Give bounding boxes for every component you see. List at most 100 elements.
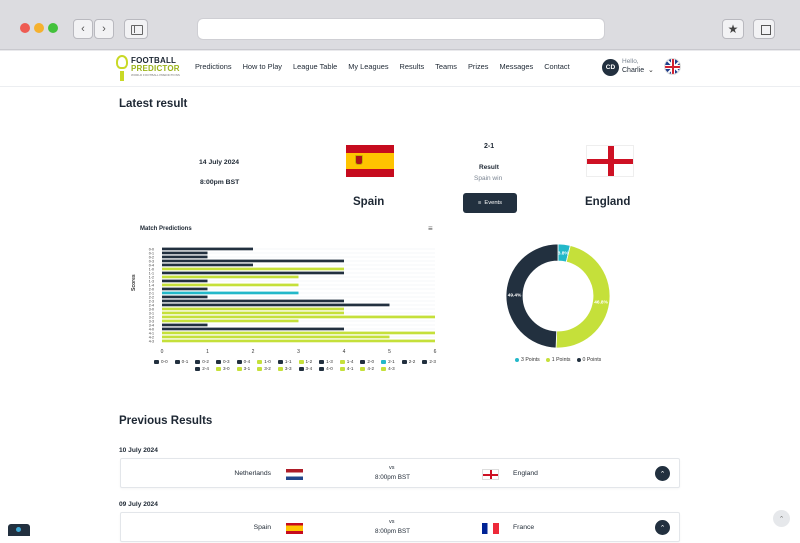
legend-label: 4-0: [326, 366, 333, 371]
legend-item[interactable]: 4-1: [339, 366, 353, 371]
hamburger-icon[interactable]: ≡: [428, 224, 433, 233]
avatar[interactable]: CD: [602, 59, 619, 76]
bar[interactable]: [162, 279, 208, 283]
y-tick-label: 1-0: [149, 267, 154, 271]
legend-item[interactable]: 3-3: [277, 366, 292, 371]
nav-item-my-leagues[interactable]: My Leagues: [348, 62, 389, 71]
legend-item[interactable]: 2-3: [422, 359, 436, 364]
nav-item-prizes[interactable]: Prizes: [467, 62, 489, 71]
bar[interactable]: [162, 315, 435, 319]
donut-slice[interactable]: [505, 243, 559, 349]
result-row[interactable]: Netherlands vs 8:00pm BST England ⌃: [120, 458, 680, 488]
bar[interactable]: [162, 251, 208, 255]
bar[interactable]: [162, 303, 390, 307]
legend-label: 3 Points: [521, 357, 540, 363]
legend-item[interactable]: 0-2: [195, 359, 209, 364]
user-menu-button[interactable]: Charlie: [622, 67, 645, 74]
bar[interactable]: [162, 267, 344, 271]
legend-item[interactable]: 1-4: [339, 359, 354, 364]
y-tick-label: 3-1: [149, 311, 154, 315]
y-tick-label: 2-0: [149, 287, 154, 291]
home-team-name: Spain: [353, 196, 385, 208]
legend-item[interactable]: 1 Points: [545, 357, 571, 363]
legend-item[interactable]: 3-0: [215, 366, 230, 371]
legend-label: 1-0: [264, 359, 271, 364]
legend-item[interactable]: 1-3: [319, 359, 333, 364]
legend-label: 1 Points: [551, 357, 571, 363]
forward-button[interactable]: ›: [94, 19, 114, 39]
bar[interactable]: [162, 263, 253, 267]
donut-slice[interactable]: [555, 244, 611, 349]
bar[interactable]: [162, 339, 435, 343]
legend-item[interactable]: 1-0: [257, 359, 271, 364]
bar[interactable]: [162, 271, 344, 275]
legend-item[interactable]: 3-4: [298, 366, 312, 371]
legend-item[interactable]: 1-1: [277, 359, 292, 364]
legend-item[interactable]: 3 Points: [515, 357, 540, 363]
site-logo[interactable]: FOOTBALL PREDICTOR WORLD FOOTBALL PREDIC…: [116, 54, 180, 84]
result-row[interactable]: Spain vs 8:00pm BST France ⌃: [120, 512, 680, 542]
points-donut-chart: 3.8% 46.8% 49.4%: [505, 243, 611, 349]
legend-item[interactable]: 2-0: [360, 359, 374, 364]
legend-item[interactable]: 0-1: [174, 359, 188, 364]
sidebar-toggle-button[interactable]: [124, 19, 148, 39]
bar[interactable]: [162, 319, 299, 323]
maximize-window-button[interactable]: [48, 23, 58, 33]
legend-item[interactable]: 4-0: [319, 366, 333, 371]
bar[interactable]: [162, 327, 344, 331]
bar[interactable]: [162, 255, 208, 259]
bar[interactable]: [162, 275, 299, 279]
expand-button[interactable]: ⌃: [655, 466, 670, 481]
nav-item-results[interactable]: Results: [399, 62, 425, 71]
expand-button[interactable]: ⌃: [655, 520, 670, 535]
events-button[interactable]: ≡ Events: [463, 193, 517, 213]
tabs-overview-button[interactable]: [753, 19, 775, 39]
bookmark-button[interactable]: ★: [722, 19, 744, 39]
scroll-to-top-button[interactable]: ⌃: [773, 510, 790, 527]
legend-item[interactable]: 0-4: [236, 359, 250, 364]
nav-item-teams[interactable]: Teams: [435, 62, 457, 71]
legend-label: 2-4: [202, 366, 209, 371]
bar[interactable]: [162, 323, 208, 327]
legend-swatch: [360, 359, 366, 364]
bar[interactable]: [162, 307, 344, 311]
legend-item[interactable]: 4-3: [381, 366, 395, 371]
nav-item-league-table[interactable]: League Table: [293, 62, 338, 71]
bar[interactable]: [162, 283, 299, 287]
back-button[interactable]: ‹: [73, 19, 93, 39]
bar[interactable]: [162, 287, 208, 291]
chevron-down-icon[interactable]: ⌄: [648, 67, 654, 74]
bar[interactable]: [162, 291, 299, 295]
nav-item-how-to-play[interactable]: How to Play: [242, 62, 282, 71]
feedback-widget-button[interactable]: [8, 524, 30, 536]
y-tick-label: 2-3: [149, 299, 154, 303]
bar[interactable]: [162, 331, 435, 335]
language-flag-icon[interactable]: [664, 58, 681, 75]
legend-item[interactable]: 3-2: [257, 366, 271, 371]
legend-label: 1-4: [346, 359, 354, 364]
bar[interactable]: [162, 311, 344, 315]
legend-item[interactable]: 2-2: [401, 359, 415, 364]
legend-item[interactable]: 3-1: [236, 366, 250, 371]
legend-item[interactable]: 1-2: [298, 359, 312, 364]
address-bar[interactable]: [197, 18, 605, 40]
bar[interactable]: [162, 295, 208, 299]
bar[interactable]: [162, 259, 344, 263]
legend-item[interactable]: 0-3: [215, 359, 230, 364]
nav-item-predictions[interactable]: Predictions: [195, 62, 232, 71]
nav-item-contact[interactable]: Contact: [544, 62, 570, 71]
bar[interactable]: [162, 335, 390, 339]
bar[interactable]: [162, 247, 253, 251]
legend-item[interactable]: 4-2: [360, 366, 374, 371]
legend-swatch: [195, 366, 201, 371]
minimize-window-button[interactable]: [34, 23, 44, 33]
nav-item-messages[interactable]: Messages: [499, 62, 534, 71]
logo-text: PREDICTOR: [131, 64, 180, 73]
legend-item[interactable]: 2-4: [195, 366, 209, 371]
legend-item[interactable]: 2-1: [381, 359, 395, 364]
legend-label: 4-2: [367, 366, 375, 371]
close-window-button[interactable]: [20, 23, 30, 33]
bar[interactable]: [162, 299, 344, 303]
legend-item[interactable]: 0-0: [154, 359, 168, 364]
legend-item[interactable]: 0 Points: [576, 357, 601, 363]
